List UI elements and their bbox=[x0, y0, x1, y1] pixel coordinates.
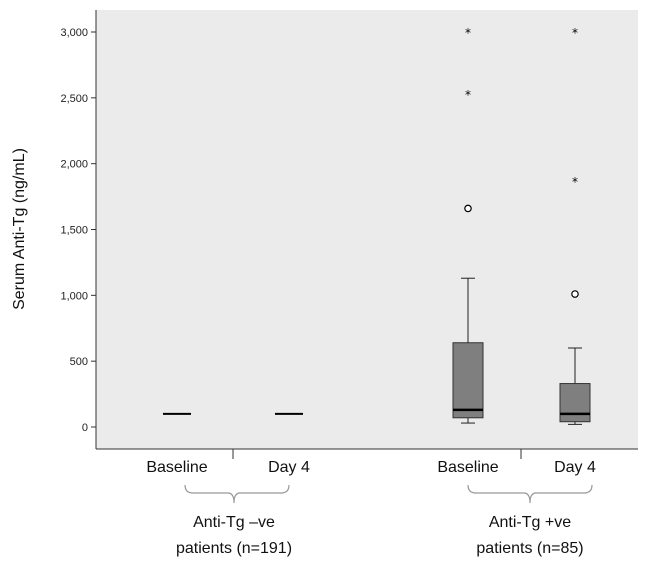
group-label-line2: patients (n=85) bbox=[476, 540, 583, 557]
box-4: ** bbox=[559, 26, 591, 425]
group-brackets: Anti-Tg –ve patients (n=191) Anti-Tg +ve pa… bbox=[176, 484, 593, 557]
x-category-label: Baseline bbox=[437, 459, 498, 476]
outlier-point bbox=[464, 204, 472, 213]
box-iqr bbox=[559, 383, 591, 423]
extreme-point: * bbox=[572, 175, 578, 189]
group-label-line1: Anti-Tg +ve bbox=[489, 514, 571, 531]
group-bracket bbox=[184, 484, 290, 504]
y-axis-ticks: 0 500 1,000 1,500 2,000 2,500 3,000 bbox=[60, 27, 96, 434]
y-tick-label: 2,500 bbox=[60, 93, 88, 105]
x-category-label: Day 4 bbox=[554, 459, 596, 476]
boxes-layer: **** bbox=[163, 26, 591, 425]
extreme-point: * bbox=[465, 88, 471, 102]
y-tick-label: 2,000 bbox=[60, 159, 88, 171]
box-iqr bbox=[452, 342, 484, 419]
outlier-point bbox=[571, 290, 579, 298]
y-tick-label: 500 bbox=[70, 356, 88, 368]
extreme-point: * bbox=[465, 26, 471, 40]
box-3: ** bbox=[452, 26, 484, 424]
x-category-label: Day 4 bbox=[268, 459, 310, 476]
y-tick-label: 3,000 bbox=[60, 27, 88, 39]
x-category-label: Baseline bbox=[146, 459, 207, 476]
extreme-point: * bbox=[572, 26, 578, 40]
y-tick-label: 0 bbox=[82, 422, 88, 434]
y-tick-label: 1,500 bbox=[60, 225, 88, 237]
group-label-line1: Anti-Tg –ve bbox=[193, 514, 275, 531]
y-axis-title: Serum Anti-Tg (ng/mL) bbox=[11, 148, 28, 310]
x-category-labels: Baseline Day 4 Baseline Day 4 bbox=[146, 449, 596, 476]
group-bracket bbox=[467, 484, 593, 504]
group-label-line2: patients (n=191) bbox=[176, 540, 292, 557]
y-tick-label: 1,000 bbox=[60, 290, 88, 302]
plot-area bbox=[96, 10, 638, 449]
